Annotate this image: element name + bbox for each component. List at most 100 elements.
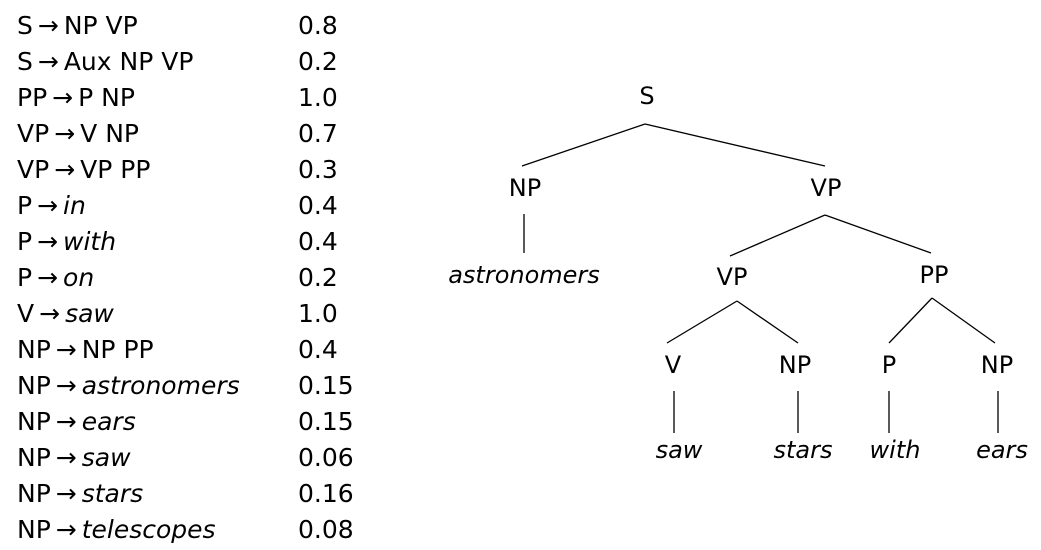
rule-arrow: →: [39, 299, 61, 328]
tree-edge-vp1-pp: [824, 214, 932, 254]
rule-arrow: →: [55, 335, 77, 364]
tree-nodes: S NP VP astronomers VP PP V NP P NP saw stars with ea…: [448, 82, 1028, 464]
tree-leaf-word-w_ears: ears: [976, 436, 1028, 464]
rule-probability: 0.2: [298, 47, 338, 76]
grammar-rule: NP → saw 0.06: [17, 440, 378, 476]
rule-arrow: →: [55, 443, 77, 472]
tree-node-vp1: VP: [811, 174, 842, 202]
grammar-rule: VP → V NP 0.7: [17, 116, 378, 152]
rule-rhs: astronomers: [81, 371, 240, 400]
rule-rhs: Aux NP VP: [63, 47, 194, 76]
rule-rhs: NP VP: [63, 11, 138, 40]
tree-edge-pp-np3: [931, 297, 996, 344]
rule-rhs: V NP: [80, 119, 139, 148]
rule-arrow: →: [54, 155, 76, 184]
rule-rhs: telescopes: [81, 515, 216, 544]
tree-leaf-word-w_with: with: [870, 436, 921, 464]
rule-probability: 0.4: [298, 335, 338, 364]
rule-probability: 0.08: [298, 515, 354, 544]
rule-probability: 0.16: [298, 479, 354, 508]
rule-lhs: NP: [17, 443, 51, 472]
rule-lhs: P: [17, 191, 33, 220]
rule-probability: 0.2: [298, 263, 338, 292]
rule-lhs: VP: [17, 119, 50, 148]
tree-leaf-word-w_astr: astronomers: [448, 261, 600, 289]
rule-lhs: P: [17, 263, 33, 292]
rule-rhs: with: [63, 227, 117, 256]
rule-lhs: VP: [17, 155, 50, 184]
grammar-rule: NP → telescopes 0.08: [17, 512, 378, 548]
tree-node-vp2: VP: [717, 263, 748, 291]
tree-node-p: P: [882, 351, 896, 379]
tree-node-np2: NP: [779, 351, 811, 379]
tree-node-v: V: [665, 351, 682, 379]
tree-edge-vp2-v: [666, 300, 738, 344]
grammar-rule: NP → stars 0.16: [17, 476, 378, 512]
tree-node-np1: NP: [509, 174, 541, 202]
grammar-rule: NP → NP PP 0.4: [17, 332, 378, 368]
grammar-rule: VP → VP PP 0.3: [17, 152, 378, 188]
rule-rhs: on: [63, 263, 95, 292]
grammar-rule-table: S → NP VP 0.8 S → Aux NP VP 0.2 PP → P NP 1.0 VP → V N…: [17, 8, 378, 548]
rule-lhs: NP: [17, 407, 51, 436]
rule-probability: 0.4: [298, 227, 338, 256]
rule-rhs: stars: [81, 479, 144, 508]
grammar-rule: P → with 0.4: [17, 224, 378, 260]
rule-arrow: →: [37, 227, 59, 256]
grammar-rule: P → in 0.4: [17, 188, 378, 224]
rule-lhs: NP: [17, 479, 51, 508]
tree-edge-vp2-np2: [736, 300, 799, 344]
rule-lhs: NP: [17, 371, 51, 400]
grammar-rule: V → saw 1.0: [17, 296, 378, 332]
tree-leaf-word-w_saw: saw: [656, 436, 703, 464]
rule-lhs: NP: [17, 335, 51, 364]
tree-edge-vp1-vp2: [729, 214, 826, 257]
rule-rhs: saw: [65, 299, 114, 328]
rule-probability: 0.4: [298, 191, 338, 220]
rule-probability: 1.0: [298, 83, 338, 112]
rule-rhs: saw: [81, 443, 131, 472]
grammar-rule: PP → P NP 1.0: [17, 80, 378, 116]
tree-edge-pp-p: [888, 297, 933, 344]
rule-lhs: PP: [17, 83, 48, 112]
rule-rhs: in: [63, 191, 86, 220]
rule-arrow: →: [55, 407, 77, 436]
tree-edges: [521, 123, 999, 433]
rule-arrow: →: [52, 83, 74, 112]
rule-arrow: →: [54, 119, 76, 148]
tree-edge-s-vp1: [644, 123, 826, 167]
rule-rhs: ears: [81, 407, 136, 436]
rule-arrow: →: [37, 47, 59, 76]
rule-probability: 0.7: [298, 119, 338, 148]
rule-lhs: S: [17, 47, 33, 76]
rule-arrow: →: [55, 515, 77, 544]
rule-probability: 0.8: [298, 11, 338, 40]
tree-node-s: S: [639, 82, 654, 110]
rule-probability: 1.0: [298, 299, 338, 328]
rule-arrow: →: [37, 191, 59, 220]
tree-node-pp: PP: [920, 261, 949, 289]
rule-lhs: P: [17, 227, 33, 256]
tree-leaf-word-w_stars: stars: [774, 436, 833, 464]
grammar-rule: S → NP VP 0.8: [17, 8, 378, 44]
rule-rhs: NP PP: [81, 335, 154, 364]
rule-probability: 0.15: [298, 407, 354, 436]
tree-edge-s-np1: [521, 123, 646, 167]
rule-rhs: VP PP: [80, 155, 151, 184]
rule-probability: 0.15: [298, 371, 354, 400]
rule-lhs: S: [17, 11, 33, 40]
rule-probability: 0.3: [298, 155, 338, 184]
rule-probability: 0.06: [298, 443, 354, 472]
grammar-rule: S → Aux NP VP 0.2: [17, 44, 378, 80]
rule-arrow: →: [37, 11, 59, 40]
tree-node-np3: NP: [981, 351, 1013, 379]
rule-arrow: →: [37, 263, 59, 292]
grammar-rule: NP → ears 0.15: [17, 404, 378, 440]
rule-lhs: NP: [17, 515, 51, 544]
grammar-rule: P → on 0.2: [17, 260, 378, 296]
rule-lhs: V: [17, 299, 35, 328]
grammar-rule: NP → astronomers 0.15: [17, 368, 378, 404]
rule-rhs: P NP: [78, 83, 135, 112]
rule-arrow: →: [55, 479, 77, 508]
